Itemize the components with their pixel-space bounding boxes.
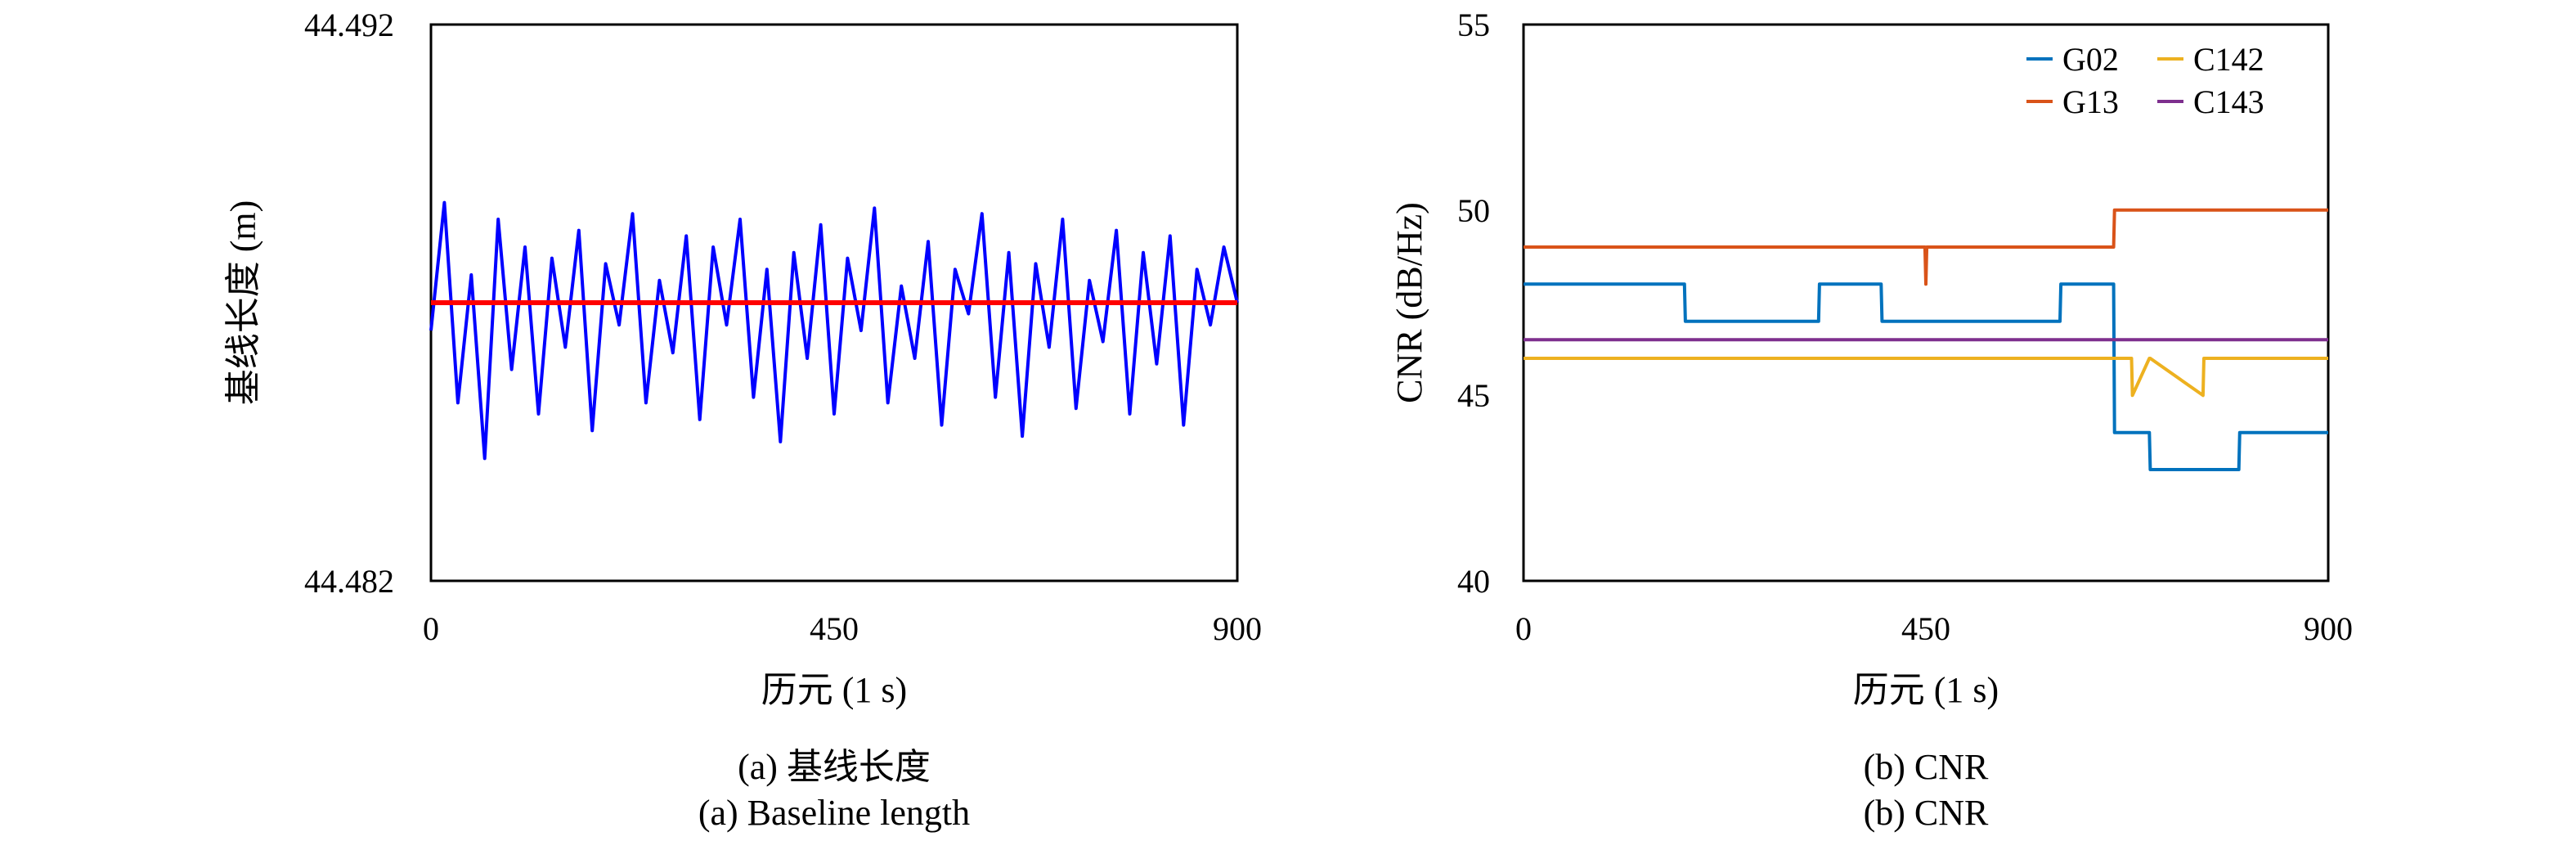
baseline-ytick-top: 44.492: [304, 7, 394, 43]
baseline-ytick-bottom: 44.482: [304, 563, 394, 600]
cnr-ytick-55: 55: [1457, 7, 1490, 43]
baseline-caption-en: (a) Baseline length: [698, 793, 970, 833]
baseline-series-group: [429, 200, 1239, 461]
cnr-series-group: [1524, 208, 2328, 471]
cnr-legend: G02 G13 C142 C143: [2026, 41, 2264, 120]
cnr-ytick-40: 40: [1457, 563, 1490, 600]
cnr-xlabel: 历元 (1 s): [1853, 670, 1999, 710]
cnr-caption-cn: (b) CNR: [1864, 747, 1989, 787]
baseline-series-0-line: [429, 200, 1239, 461]
baseline-caption-cn: (a) 基线长度: [738, 747, 931, 787]
cnr-xtick-0: 0: [1515, 610, 1532, 647]
legend-label-g02: G02: [2062, 41, 2119, 78]
cnr-series-c142-line: [1524, 357, 2328, 398]
cnr-ylabel: CNR (dB/Hz): [1389, 202, 1429, 403]
baseline-xlabel: 历元 (1 s): [761, 670, 907, 710]
baseline-xtick-450: 450: [810, 610, 859, 647]
cnr-xtick-450: 450: [1901, 610, 1950, 647]
baseline-chart: 44.492 44.482 0 450 900 历元 (1 s) 基线长度 (m…: [223, 7, 1262, 833]
baseline-xtick-0: 0: [423, 610, 439, 647]
cnr-xtick-900: 900: [2304, 610, 2353, 647]
baseline-xtick-900: 900: [1213, 610, 1262, 647]
legend-label-g13: G13: [2062, 83, 2119, 120]
baseline-ylabel: 基线长度 (m): [223, 200, 263, 406]
cnr-series-g02-line: [1524, 282, 2328, 471]
cnr-caption-en: (b) CNR: [1864, 793, 1989, 833]
cnr-ytick-45: 45: [1457, 377, 1490, 414]
legend-label-c142: C142: [2193, 41, 2264, 78]
cnr-plot-frame: [1522, 23, 2330, 582]
cnr-chart: 55 50 45 40 0 450 900 历元 (1 s) CNR (dB/H…: [1389, 7, 2353, 833]
cnr-series-g13-line: [1524, 208, 2328, 286]
legend-label-c143: C143: [2193, 83, 2264, 120]
cnr-ytick-50: 50: [1457, 192, 1490, 229]
